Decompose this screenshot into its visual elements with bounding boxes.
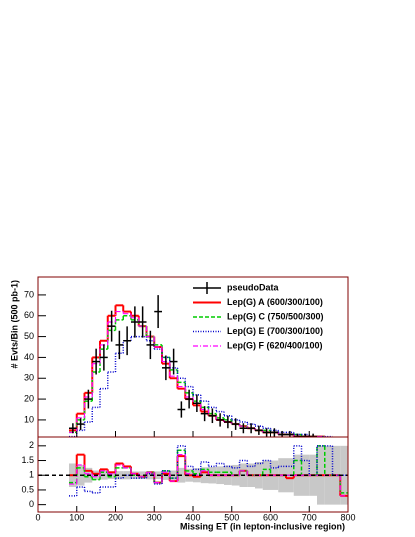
uncertainty-band	[115, 471, 124, 480]
plot-area	[38, 445, 348, 505]
y-tick-label: 60	[24, 310, 34, 320]
x-tick-label: 800	[340, 512, 355, 522]
frame	[37, 436, 349, 513]
y-tick-label: 40	[24, 352, 34, 362]
uncertainty-band	[138, 471, 147, 480]
y-tick-label: 1	[29, 470, 34, 480]
x-axis-label: Missing ET (in lepton-inclusive region)	[180, 521, 345, 531]
x-tick-label: 600	[263, 512, 278, 522]
y-tick-label: 30	[24, 373, 34, 383]
legend-label: Lep(G) C (750/500/300)	[227, 311, 324, 321]
uncertainty-band	[200, 467, 209, 484]
legend-label: Lep(G) E (700/300/100)	[227, 326, 323, 336]
x-tick-label: 200	[108, 512, 123, 522]
y-tick-label: 10	[24, 414, 34, 424]
x-tick-label: 300	[147, 512, 162, 522]
legend-label: Lep(G) F (620/400/100)	[227, 340, 323, 350]
x-tick-label: 400	[185, 512, 200, 522]
y-tick-label: 20	[24, 393, 34, 403]
x-tick-label: 100	[69, 512, 84, 522]
legend-label: Lep(G) A (600/300/100)	[227, 297, 323, 307]
uncertainty-band	[123, 471, 131, 480]
y-tick-label: 0	[29, 499, 34, 509]
y-tick-label: 50	[24, 331, 34, 341]
plot-area	[69, 295, 345, 437]
y-tick-label: 1.5	[21, 455, 34, 465]
y-tick-label: 2	[29, 440, 34, 450]
x-tick-label: 500	[224, 512, 239, 522]
uncertainty-band	[340, 445, 348, 505]
x-tick-label: 700	[302, 512, 317, 522]
y-axis-label: # Evts/Bin (500 pb-1)	[9, 280, 19, 369]
y-tick-label: 70	[24, 289, 34, 299]
y-tick-label: 0.5	[21, 484, 34, 494]
legend-label: pseudoData	[227, 282, 280, 292]
x-tick-label: 0	[35, 512, 40, 522]
